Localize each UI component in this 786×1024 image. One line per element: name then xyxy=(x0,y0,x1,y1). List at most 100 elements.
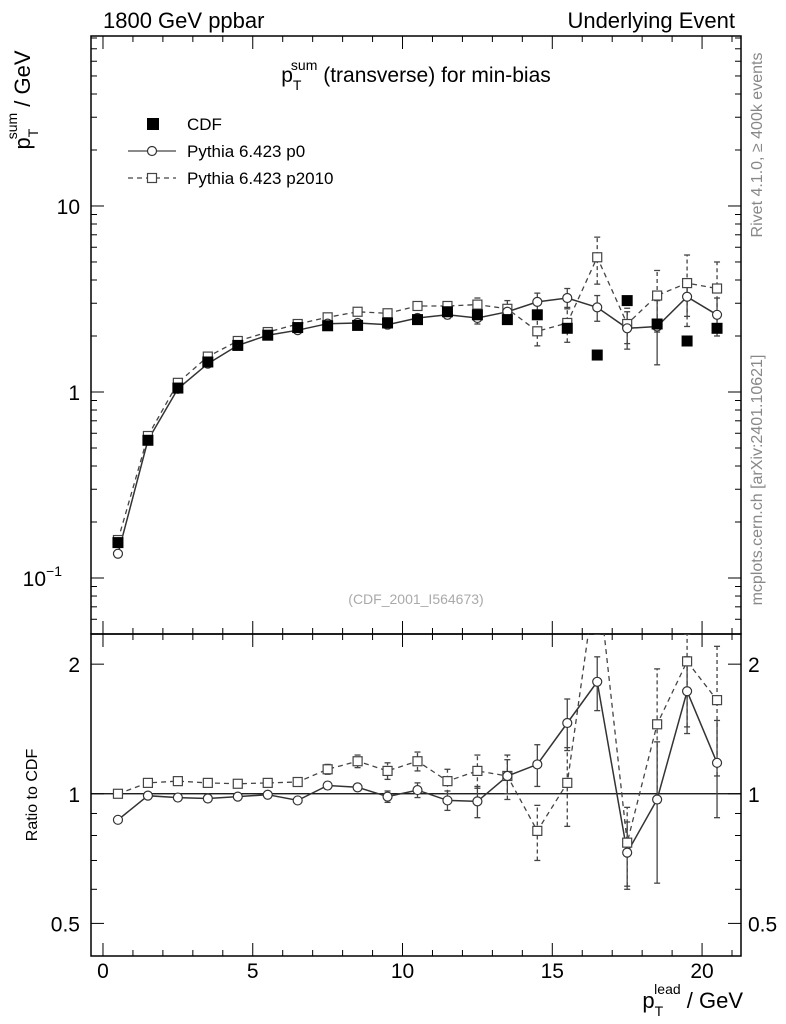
legend-marker-cdf xyxy=(147,118,159,130)
ratio-axis-label: Ratio to CDF xyxy=(24,749,41,842)
ratio-point-p0 xyxy=(652,794,663,805)
y-axis-label: pTsum / GeV xyxy=(4,50,41,149)
point-cdf xyxy=(531,309,543,321)
ratio-point-p2010 xyxy=(232,778,243,789)
y-axis-label-sup: sum xyxy=(4,113,20,139)
ratio-point-p0 xyxy=(562,717,573,729)
mcplots-label: mcplots.cern.ch [arXiv:2401.10621] xyxy=(749,355,766,606)
ratio-point-p0 xyxy=(262,789,273,800)
ratio-point-p0 xyxy=(202,793,213,804)
ratio-point-p2010 xyxy=(652,719,663,730)
point-cdf xyxy=(172,382,184,394)
ratio-point-p0 xyxy=(142,790,154,801)
ratio-point-p2010 xyxy=(622,837,633,848)
ratio-point-p0 xyxy=(592,676,603,687)
point-cdf xyxy=(501,314,513,326)
ratio-tick-label-left: 2 xyxy=(68,654,80,677)
point-p2010 xyxy=(711,283,723,294)
ratio-point-p0 xyxy=(172,792,183,803)
ratio-point-p0 xyxy=(622,847,633,858)
point-p2010 xyxy=(592,252,603,263)
ratio-point-p2010 xyxy=(562,777,573,788)
ratio-point-p2010 xyxy=(681,656,693,667)
plot-title-rest: (transverse) for min-bias xyxy=(317,64,550,87)
x-axis-label-rest: / GeV xyxy=(681,988,744,1013)
ratio-point-p0 xyxy=(502,770,513,782)
point-p2010 xyxy=(652,290,663,301)
ratio-point-p2010 xyxy=(472,765,483,777)
legend: CDF Pythia 6.423 p0 Pythia 6.423 p2010 xyxy=(128,115,334,188)
ratio-point-p2010 xyxy=(172,776,183,787)
point-cdf xyxy=(711,322,723,334)
point-cdf xyxy=(202,356,214,368)
watermark: (CDF_2001_I564673) xyxy=(348,591,483,607)
point-p0 xyxy=(592,302,603,313)
point-cdf xyxy=(681,335,693,347)
x-tick-label: 15 xyxy=(541,960,564,983)
point-p2010 xyxy=(352,306,363,317)
point-cdf xyxy=(651,318,663,330)
point-p2010 xyxy=(382,308,393,319)
ratio-point-p2010 xyxy=(322,764,333,775)
ratio-point-p2010 xyxy=(711,695,723,706)
ratio-tick-label-right: 0.5 xyxy=(748,913,777,936)
ratio-tick-label-right: 1 xyxy=(748,784,760,807)
legend-marker-p2010 xyxy=(146,172,158,184)
x-tick-label: 20 xyxy=(690,960,713,983)
ratio-frame xyxy=(90,633,742,957)
ratio-point-p0 xyxy=(412,784,423,796)
y-axis-label-rest: / GeV xyxy=(10,50,35,113)
x-tick-label: 0 xyxy=(97,960,109,983)
point-p0 xyxy=(622,323,633,334)
ratio-tick-label-left: 1 xyxy=(68,784,80,807)
point-cdf xyxy=(411,314,423,326)
ratio-point-p0 xyxy=(711,757,723,768)
point-cdf xyxy=(382,317,394,329)
legend-label: Pythia 6.423 p2010 xyxy=(187,169,334,188)
header-left: 1800 GeV ppbar xyxy=(103,8,264,33)
y-tick-label: 10 xyxy=(57,196,80,219)
ratio-point-p2010 xyxy=(262,777,273,788)
ratio-point-p2010 xyxy=(412,756,423,767)
y-tick-label-base: 10 xyxy=(23,568,46,591)
ratio-point-p2010 xyxy=(142,777,154,788)
ratio-point-p0 xyxy=(112,814,124,825)
ratio-point-p2010 xyxy=(532,825,543,836)
point-cdf xyxy=(112,537,124,549)
x-tick-label: 5 xyxy=(247,960,259,983)
rivet-label: Rivet 4.1.0, ≥ 400k events xyxy=(749,53,766,238)
plot-title: pTsum (transverse) for min-bias xyxy=(281,57,551,93)
y-tick-label: 10−1 xyxy=(23,563,63,591)
y-axis-label-main: p xyxy=(10,137,35,149)
point-cdf xyxy=(142,434,154,446)
point-cdf xyxy=(262,329,274,341)
plot-title-sup: sum xyxy=(291,57,317,73)
point-p2010 xyxy=(412,300,423,312)
ratio-point-p2010 xyxy=(292,776,303,788)
ratio-point-p2010 xyxy=(202,777,213,788)
ratio-point-p0 xyxy=(352,782,363,793)
point-p0 xyxy=(711,309,723,320)
ratio-panel: 0 5 10 15 20 0.5 0.5 1 1 2 2 xyxy=(51,633,777,983)
x-axis-label: pTlead / GeV xyxy=(642,981,743,1019)
point-p0 xyxy=(681,291,693,302)
point-cdf xyxy=(591,349,603,361)
ratio-point-p2010 xyxy=(352,756,363,767)
ratio-point-p0 xyxy=(382,791,393,802)
ratio-point-p0 xyxy=(292,795,303,806)
point-p0 xyxy=(112,548,124,559)
ratio-point-p0 xyxy=(442,795,453,806)
point-cdf xyxy=(441,306,453,318)
point-cdf xyxy=(322,320,334,332)
point-cdf xyxy=(561,322,573,334)
header-right: Underlying Event xyxy=(567,8,735,33)
ratio-tick-label-left: 0.5 xyxy=(51,913,80,936)
point-cdf xyxy=(621,295,633,307)
ratio-point-p2010 xyxy=(382,765,393,777)
ratio-point-p0 xyxy=(322,780,333,791)
ratio-point-p0 xyxy=(472,796,483,807)
y-axis-label-sub: T xyxy=(25,128,41,137)
ratio-plot-area xyxy=(112,634,723,890)
